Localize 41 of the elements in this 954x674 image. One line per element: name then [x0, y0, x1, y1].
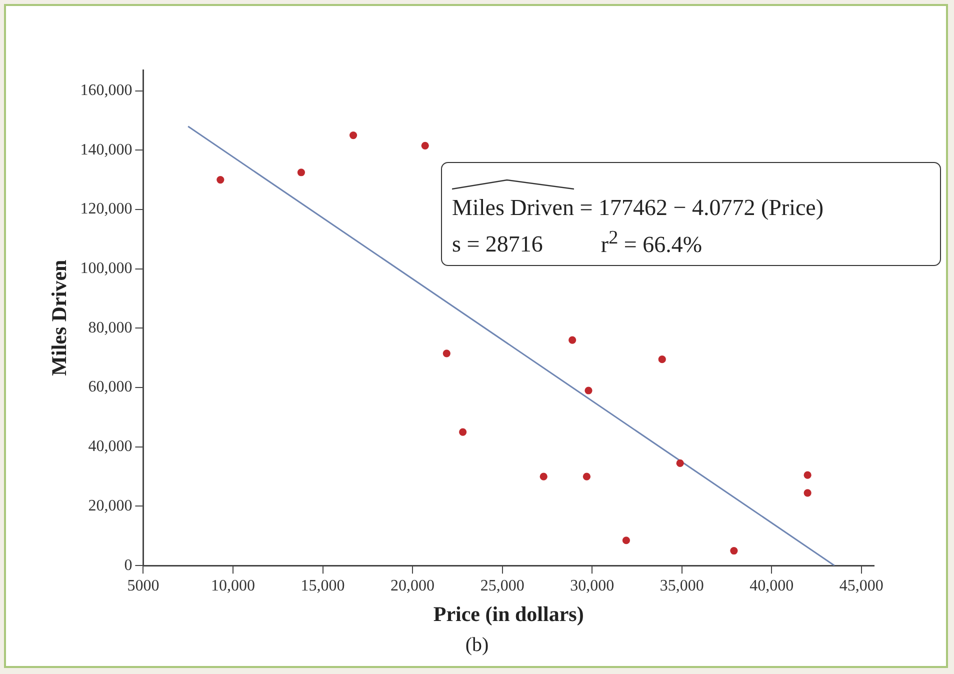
y-tick-label: 40,000 — [88, 438, 132, 456]
x-tick-label: 45,000 — [839, 577, 884, 594]
x-tick-label: 10,000 — [210, 577, 255, 594]
point — [421, 142, 429, 150]
x-tick-label: 25,000 — [480, 577, 524, 594]
annotation: r$^{2}$ = 66.4% — [600, 227, 702, 257]
point — [459, 428, 467, 436]
point — [730, 546, 738, 555]
x-tick-label: 15,000 — [300, 577, 345, 594]
text-box: Miles Driven = 177462 − 4.0772 (Price) s = 28716 r$^{2}$ = 66.4% — [441, 162, 941, 266]
x-tick-label: 20,000 — [390, 577, 435, 594]
x-tick-label: 5000 — [127, 577, 160, 594]
y-tick-label: 80,000 — [88, 319, 132, 336]
point — [349, 131, 358, 140]
annotation: Miles Driven = 177462 − 4.0772 (Price) — [452, 194, 825, 222]
point — [676, 459, 684, 468]
text: (b) — [464, 634, 490, 657]
annotation: s = 28716 — [452, 232, 543, 257]
point — [658, 356, 666, 364]
point — [804, 471, 812, 479]
x-tick-label: 40,000 — [750, 577, 794, 594]
y-tick-label: 0 — [124, 556, 132, 574]
y-tick-label: 160,000 — [80, 82, 132, 99]
y-axis-title: Miles Driven — [47, 259, 72, 376]
x-tick-label: 35,000 — [660, 577, 704, 594]
x-axis-title: Price (in dollars) — [433, 602, 584, 626]
point — [584, 386, 592, 394]
y-tick-label: 100,000 — [80, 260, 132, 278]
y-tick-label: 60,000 — [88, 378, 132, 396]
y-tick-label: 20,000 — [88, 497, 132, 514]
point — [622, 536, 630, 544]
point — [216, 176, 224, 184]
point — [582, 472, 591, 480]
point — [568, 336, 576, 344]
point — [442, 350, 450, 358]
point — [297, 168, 306, 176]
y-tick-label: 120,000 — [80, 200, 132, 218]
x-tick-label: 30,000 — [570, 577, 614, 594]
y-tick-label: 140,000 — [80, 141, 132, 158]
point — [804, 489, 812, 497]
point — [540, 472, 548, 480]
